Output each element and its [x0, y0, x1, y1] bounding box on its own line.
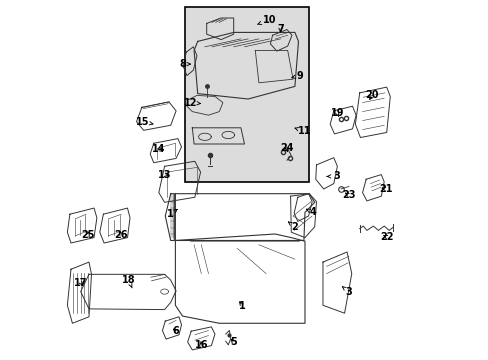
Bar — [185, 7, 309, 182]
Text: 21: 21 — [378, 184, 391, 194]
Text: 6: 6 — [172, 326, 179, 336]
Text: 2: 2 — [288, 222, 298, 232]
Text: 15: 15 — [136, 117, 153, 127]
Text: 26: 26 — [114, 230, 128, 240]
Text: 11: 11 — [294, 126, 311, 136]
Text: 1: 1 — [239, 301, 245, 311]
Text: 13: 13 — [158, 170, 171, 180]
Text: 3: 3 — [342, 287, 351, 297]
Text: 14: 14 — [152, 144, 165, 154]
Text: 8: 8 — [180, 59, 190, 69]
Text: 9: 9 — [291, 71, 303, 81]
Text: 7: 7 — [277, 24, 284, 34]
Text: 5: 5 — [230, 337, 237, 347]
Text: 22: 22 — [379, 232, 393, 242]
Text: 25: 25 — [81, 230, 95, 240]
Text: 24: 24 — [280, 143, 293, 153]
Text: 4: 4 — [306, 207, 316, 217]
Text: 16: 16 — [194, 340, 207, 350]
Text: 1: 1 — [167, 209, 177, 219]
Text: 19: 19 — [330, 108, 344, 118]
Text: 20: 20 — [365, 90, 378, 100]
Text: 17: 17 — [74, 278, 87, 288]
Text: 23: 23 — [342, 190, 355, 200]
Text: 12: 12 — [183, 98, 200, 108]
Text: 18: 18 — [122, 275, 135, 288]
Text: 10: 10 — [257, 15, 276, 25]
Text: 3: 3 — [326, 171, 339, 181]
